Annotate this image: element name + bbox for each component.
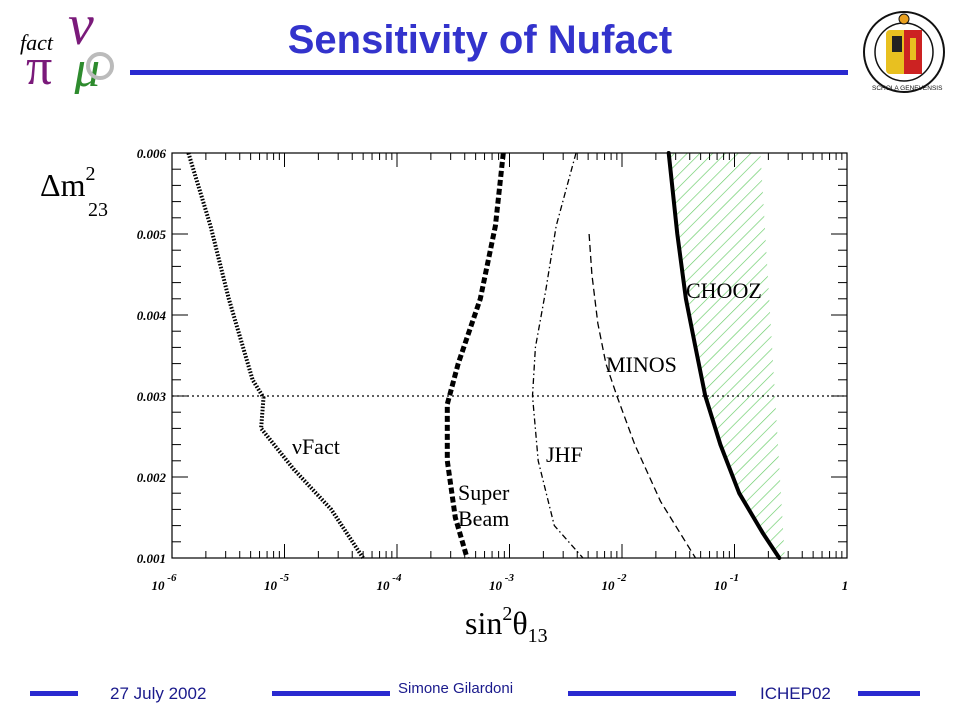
- x-axis-title-sup: 2: [502, 603, 512, 625]
- y-tick-label: 0.002: [137, 470, 167, 485]
- x-tick-label: 1: [842, 578, 849, 593]
- footer-bar-right: [858, 691, 920, 696]
- y-axis-title-sub: 23: [88, 199, 108, 221]
- svg-text:π: π: [26, 39, 52, 94]
- label-superbeam-1: Super: [458, 480, 510, 505]
- label-minos: MINOS: [606, 352, 677, 377]
- x-axis-title-theta: θ: [512, 605, 527, 641]
- nufact-logo: ν π μ fact: [20, 4, 114, 94]
- y-axis-title: Δm2: [40, 163, 95, 203]
- x-tick-label: 10 -2: [602, 572, 627, 593]
- footer-date: 27 July 2002: [110, 684, 207, 703]
- y-tick-label: 0.005: [137, 227, 167, 242]
- x-tick-label: 10 -4: [377, 572, 402, 593]
- footer-author: Simone Gilardoni: [398, 680, 514, 697]
- title-rule: [130, 70, 848, 75]
- x-axis-title-main: sin: [465, 605, 502, 641]
- footer-conference: ICHEP02: [760, 684, 831, 703]
- x-tick-label: 10 -6: [152, 572, 177, 593]
- series-chooz-line: [666, 151, 782, 560]
- x-tick-label: 10 -1: [714, 572, 739, 593]
- y-tick-label: 0.003: [137, 389, 167, 404]
- y-tick-label: 0.001: [137, 551, 166, 566]
- label-chooz: CHOOZ: [686, 278, 762, 303]
- page-title: Sensitivity of Nufact: [287, 18, 673, 62]
- x-tick-label: 10 -5: [264, 572, 289, 593]
- y-tick-label: 0.004: [137, 308, 167, 323]
- y-axis-title-sup: 2: [85, 163, 95, 185]
- series--fact-line: [186, 152, 365, 560]
- label-superbeam-2: Beam: [458, 506, 509, 531]
- footer-bar-mid-left: [272, 691, 390, 696]
- series-super-beam-line: [444, 152, 506, 559]
- seal-text: SCHOLA GENEVENSIS: [872, 85, 943, 92]
- series-jhf-line: [531, 152, 584, 559]
- university-seal: SCHOLA GENEVENSIS: [863, 11, 945, 93]
- y-axis-title-main: Δm: [40, 167, 86, 203]
- footer-bar-mid-right: [568, 691, 736, 696]
- label-nufact: νFact: [292, 434, 340, 459]
- excluded-region-hatch: [668, 153, 785, 558]
- x-axis-title-sub: 13: [528, 625, 548, 647]
- svg-text:ν: ν: [68, 4, 94, 57]
- logo-fact-text: fact: [20, 30, 54, 55]
- x-tick-label: 10 -3: [489, 572, 514, 593]
- y-tick-label: 0.006: [137, 146, 167, 161]
- series-minos-line: [588, 233, 697, 559]
- x-axis-title: sin2θ13: [465, 603, 548, 647]
- footer-bar-left: [30, 691, 78, 696]
- label-jhf: JHF: [546, 442, 583, 467]
